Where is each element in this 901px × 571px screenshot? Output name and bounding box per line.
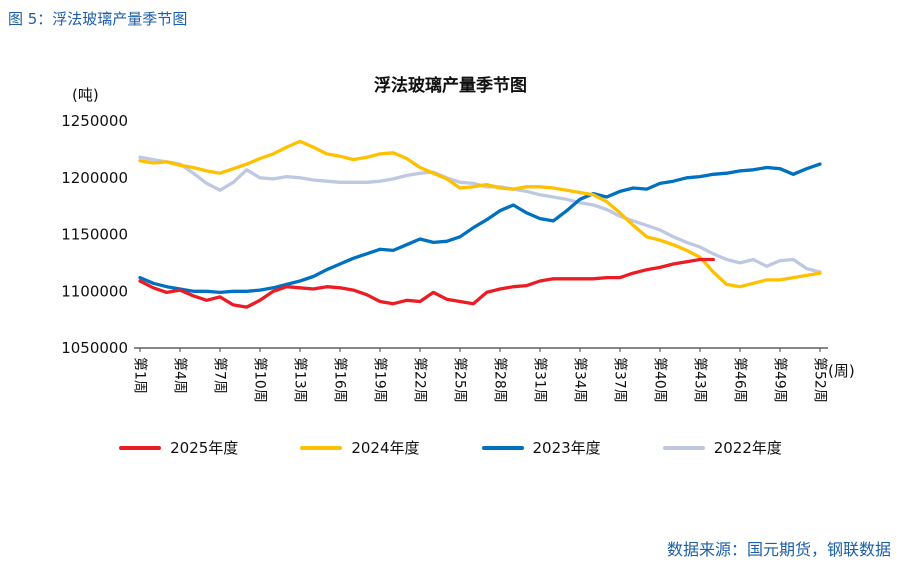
x-tick-label: 第19周 [371,357,388,403]
y-tick-label: 1100000 [61,282,128,300]
y-tick-label: 1200000 [61,169,128,187]
x-tick-label: 第31周 [531,357,548,403]
y-tick-label: 1050000 [61,339,128,357]
x-tick-label: 第52周 [811,357,828,403]
x-axis-unit-label: (周) [828,362,855,380]
x-tick-label: 第49周 [771,357,788,403]
legend-item-2: 2023年度 [481,437,601,458]
x-tick-label: 第13周 [291,357,308,403]
legend-label: 2022年度 [713,439,782,457]
x-tick-label: 第37周 [611,357,628,403]
legend-item-1: 2024年度 [300,437,420,458]
legend-swatch-icon [300,445,343,450]
x-tick-label: 第34周 [571,357,588,403]
legend-label: 2024年度 [351,439,420,457]
legend-label: 2023年度 [532,439,601,457]
x-tick-label: 第16周 [331,357,348,403]
y-tick-label: 1150000 [61,226,128,244]
chart-legend: 2025年度 2024年度 2023年度 2022年度 [0,437,901,458]
x-tick-label: 第28周 [491,357,508,403]
chart-title: 浮法玻璃产量季节图 [374,76,527,96]
series-line-0 [138,257,715,309]
data-source: 数据来源：国元期货，钢联数据 [666,540,891,559]
y-axis-unit-label: (吨) [72,86,99,104]
x-tick-label: 第40周 [651,357,668,403]
legend-item-3: 2022年度 [662,437,782,458]
x-tick-label: 第7周 [211,357,228,394]
legend-label: 2025年度 [170,439,239,457]
x-tick-label: 第4周 [171,357,188,394]
x-tick-label: 第25周 [451,357,468,403]
legend-swatch-icon [662,445,705,450]
legend-swatch-icon [119,445,162,450]
x-tick-label: 第22周 [411,357,428,403]
series-line-2 [138,162,822,295]
legend-swatch-icon [481,445,524,450]
legend-item-0: 2025年度 [119,437,238,458]
y-tick-label: 1250000 [61,112,128,130]
figure-caption: 图 5：浮法玻璃产量季节图 [8,10,188,28]
x-tick-label: 第43周 [691,357,708,403]
x-tick-label: 第10周 [251,357,268,403]
x-tick-label: 第1周 [131,357,148,394]
x-tick-label: 第46周 [731,357,748,403]
series-line-1 [138,139,822,289]
